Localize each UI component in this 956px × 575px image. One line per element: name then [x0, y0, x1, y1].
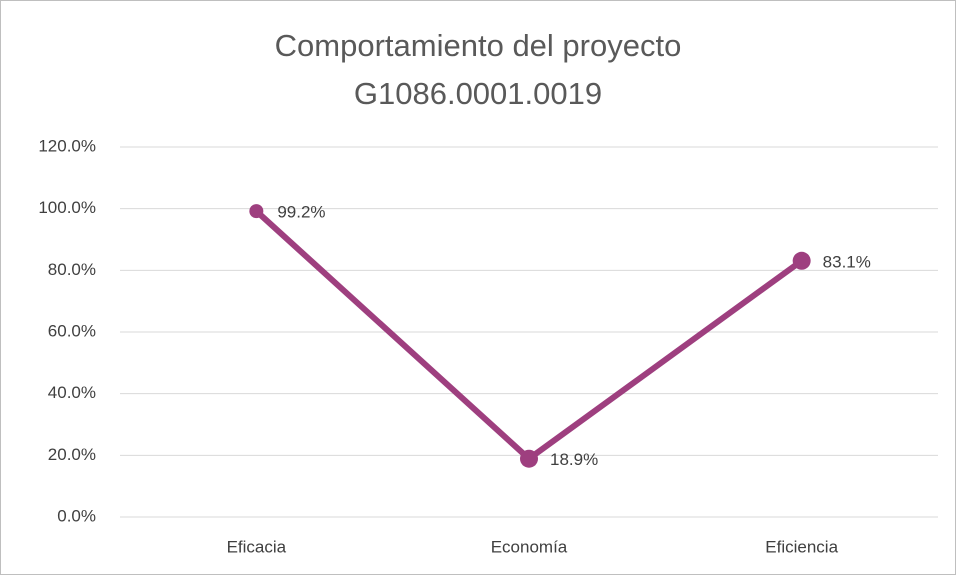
marker	[792, 251, 811, 270]
chart-title: Comportamiento del proyecto	[275, 28, 682, 63]
y-tick-label: 20.0%	[48, 445, 96, 464]
y-tick-label: 80.0%	[48, 260, 96, 279]
y-tick-label: 0.0%	[57, 506, 96, 525]
marker	[520, 449, 538, 468]
data-label: 99.2%	[277, 203, 325, 222]
y-tick-label: 120.0%	[38, 136, 96, 155]
y-tick-label: 60.0%	[48, 321, 96, 340]
x-tick-label: Eficiencia	[765, 537, 838, 556]
data-label: 83.1%	[823, 252, 871, 271]
y-tick-label: 40.0%	[48, 383, 96, 402]
x-tick-label: Economía	[491, 537, 568, 556]
marker	[249, 204, 264, 219]
x-tick-label: Eficacia	[227, 537, 287, 556]
chart-title: G1086.0001.0019	[354, 76, 602, 111]
data-label: 18.9%	[550, 450, 598, 469]
y-tick-label: 100.0%	[38, 198, 96, 217]
